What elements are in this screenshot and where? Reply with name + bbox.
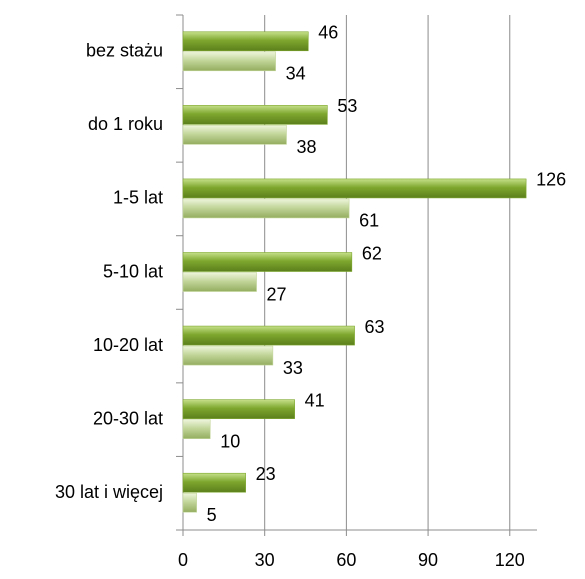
bar (182, 492, 197, 513)
bar (182, 125, 287, 145)
value-label: 23 (256, 464, 276, 484)
value-label: 63 (365, 317, 385, 337)
bar (182, 198, 350, 219)
bar (182, 272, 257, 292)
bar (182, 105, 328, 125)
value-label: 126 (536, 170, 566, 190)
y-tick-label: do 1 roku (88, 114, 163, 134)
y-tick-label: 10-20 lat (93, 335, 163, 355)
x-tick-label: 30 (255, 550, 275, 570)
bar (182, 325, 355, 346)
bar (182, 51, 276, 72)
bar (182, 178, 527, 199)
value-label: 38 (296, 137, 316, 157)
y-tick-label: 20-30 lat (93, 408, 163, 428)
bar (182, 252, 353, 272)
bar (182, 345, 274, 366)
value-label: 10 (220, 431, 240, 451)
y-tick-label: 1-5 lat (113, 188, 163, 208)
bar (182, 399, 295, 419)
value-label: 62 (362, 243, 382, 263)
x-tick-label: 90 (418, 550, 438, 570)
x-tick-label: 0 (178, 550, 188, 570)
bar (182, 31, 309, 52)
value-label: 34 (286, 64, 306, 84)
value-label: 46 (318, 23, 338, 43)
value-label: 41 (305, 390, 325, 410)
x-tick-label: 120 (495, 550, 525, 570)
value-label: 53 (337, 96, 357, 116)
y-tick-label: bez stażu (86, 41, 163, 61)
x-tick-label: 60 (336, 550, 356, 570)
bar (182, 419, 211, 439)
value-label: 5 (207, 505, 217, 525)
value-label: 27 (267, 284, 287, 304)
value-label: 61 (359, 211, 379, 231)
bar (182, 472, 246, 493)
value-label: 33 (283, 358, 303, 378)
y-tick-label: 30 lat i więcej (55, 482, 163, 502)
y-tick-label: 5-10 lat (103, 261, 163, 281)
